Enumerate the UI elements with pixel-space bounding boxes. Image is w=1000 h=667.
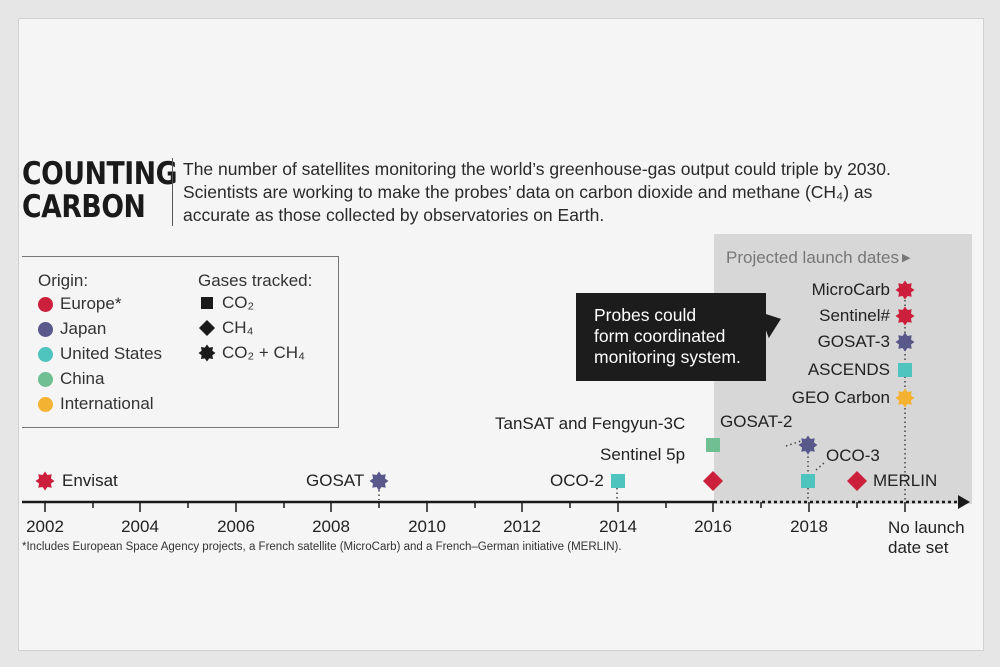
marker-gosat-3 <box>895 332 915 352</box>
marker-envisat <box>35 471 55 491</box>
timeline-arrow-icon <box>958 495 970 509</box>
legend-gas-label: CH₄ <box>222 318 254 337</box>
callout-box: Probes could form coordinated monitoring… <box>576 293 786 381</box>
circle-icon <box>38 321 53 337</box>
label-tansat-fengyun-3c: TanSAT and Fengyun-3C <box>495 414 686 433</box>
legend-origin-label: Europe* <box>60 294 122 313</box>
tick-label-2012: 2012 <box>503 517 541 536</box>
legend-gas-co2: CO₂ <box>198 293 254 313</box>
figure-title: COUNTING CARBON <box>22 158 177 224</box>
legend-gases-heading: Gases tracked: <box>198 271 313 290</box>
tick-label-2006: 2006 <box>217 517 255 536</box>
tick-label-2010: 2010 <box>408 517 446 536</box>
circle-icon <box>38 296 53 312</box>
footnote: *Includes European Space Agency projects… <box>22 541 622 553</box>
tick-label-2014: 2014 <box>599 517 637 536</box>
marker-gosat-2 <box>798 435 818 455</box>
star-icon <box>198 344 216 362</box>
legend-origin-label: International <box>60 394 154 413</box>
callout-line-2: form coordinated <box>594 326 726 346</box>
tick-label-2018: 2018 <box>790 517 828 536</box>
legend-origin-heading: Origin: <box>38 271 89 290</box>
no-launch-label: No launch date set <box>888 518 965 558</box>
projected-launch-label: Projected launch dates ▶ <box>726 248 910 268</box>
circle-icon <box>38 396 53 412</box>
legend-origin-label: China <box>60 369 105 388</box>
callout-line-3: monitoring system. <box>594 347 741 367</box>
label-microcarb: MicroCarb <box>811 280 890 299</box>
legend: Origin: Gases tracked: Europe* Japan Uni… <box>22 256 339 428</box>
label-gosat-2: GOSAT-2 <box>720 412 793 431</box>
label-geo-carbon: GEO Carbon <box>791 388 890 407</box>
marker-ascends <box>898 363 912 377</box>
marker-oco-3 <box>801 474 815 488</box>
square-icon <box>201 297 213 309</box>
callout-text: Probes could form coordinated monitoring… <box>594 305 741 368</box>
tick-label-2002: 2002 <box>26 517 64 536</box>
title-line-2: CARBON <box>22 189 146 225</box>
label-ascends: ASCENDS <box>807 360 890 379</box>
leader-oco-3-label <box>815 462 825 471</box>
marker-sentinel-hash <box>895 306 915 326</box>
title-divider <box>172 158 173 226</box>
title-line-1: COUNTING <box>22 156 178 192</box>
legend-gas-ch4: CH₄ <box>198 318 254 338</box>
legend-origin-label: United States <box>60 344 163 363</box>
label-merlin: MERLIN <box>873 471 938 490</box>
label-gosat: GOSAT <box>306 471 365 490</box>
marker-oco-2 <box>611 474 625 488</box>
circle-icon <box>38 371 53 387</box>
legend-gas-label: CO₂ <box>222 293 255 312</box>
legend-origin-international: International <box>38 394 154 414</box>
label-sentinel-5p: Sentinel 5p <box>600 445 686 464</box>
label-oco-3: OCO-3 <box>826 446 880 465</box>
intro-text: The number of satellites monitoring the … <box>183 159 891 225</box>
leader-gosat-2-label <box>785 440 802 447</box>
marker-gosat <box>369 471 389 491</box>
label-oco-2: OCO-2 <box>550 471 604 490</box>
circle-icon <box>38 346 53 362</box>
legend-gas-label: CO₂ + CH₄ <box>222 343 305 362</box>
marker-microcarb <box>895 280 915 300</box>
legend-origin-united-states: United States <box>38 344 162 364</box>
legend-origin-europe: Europe* <box>38 294 121 314</box>
legend-origin-china: China <box>38 369 104 389</box>
label-gosat-3: GOSAT-3 <box>817 332 890 351</box>
no-launch-line-2: date set <box>888 538 949 557</box>
diamond-icon <box>199 320 215 336</box>
marker-sentinel-5p <box>703 471 723 491</box>
legend-gas-co2-ch4: CO₂ + CH₄ <box>198 343 305 363</box>
legend-origin-japan: Japan <box>38 319 106 339</box>
callout-line-1: Probes could <box>594 305 697 325</box>
marker-geo-carbon <box>895 388 915 408</box>
projected-launch-text: Projected launch dates <box>726 248 899 267</box>
no-launch-line-1: No launch <box>888 518 965 537</box>
label-sentinel-hash: Sentinel# <box>819 306 890 325</box>
tick-label-2004: 2004 <box>121 517 159 536</box>
label-envisat: Envisat <box>62 471 118 490</box>
triangle-right-icon: ▶ <box>901 252 911 264</box>
marker-tansat-fengyun-3c <box>706 438 720 452</box>
legend-origin-label: Japan <box>60 319 107 338</box>
tick-label-2016: 2016 <box>694 517 732 536</box>
tick-label-2008: 2008 <box>312 517 350 536</box>
marker-merlin <box>847 471 867 491</box>
